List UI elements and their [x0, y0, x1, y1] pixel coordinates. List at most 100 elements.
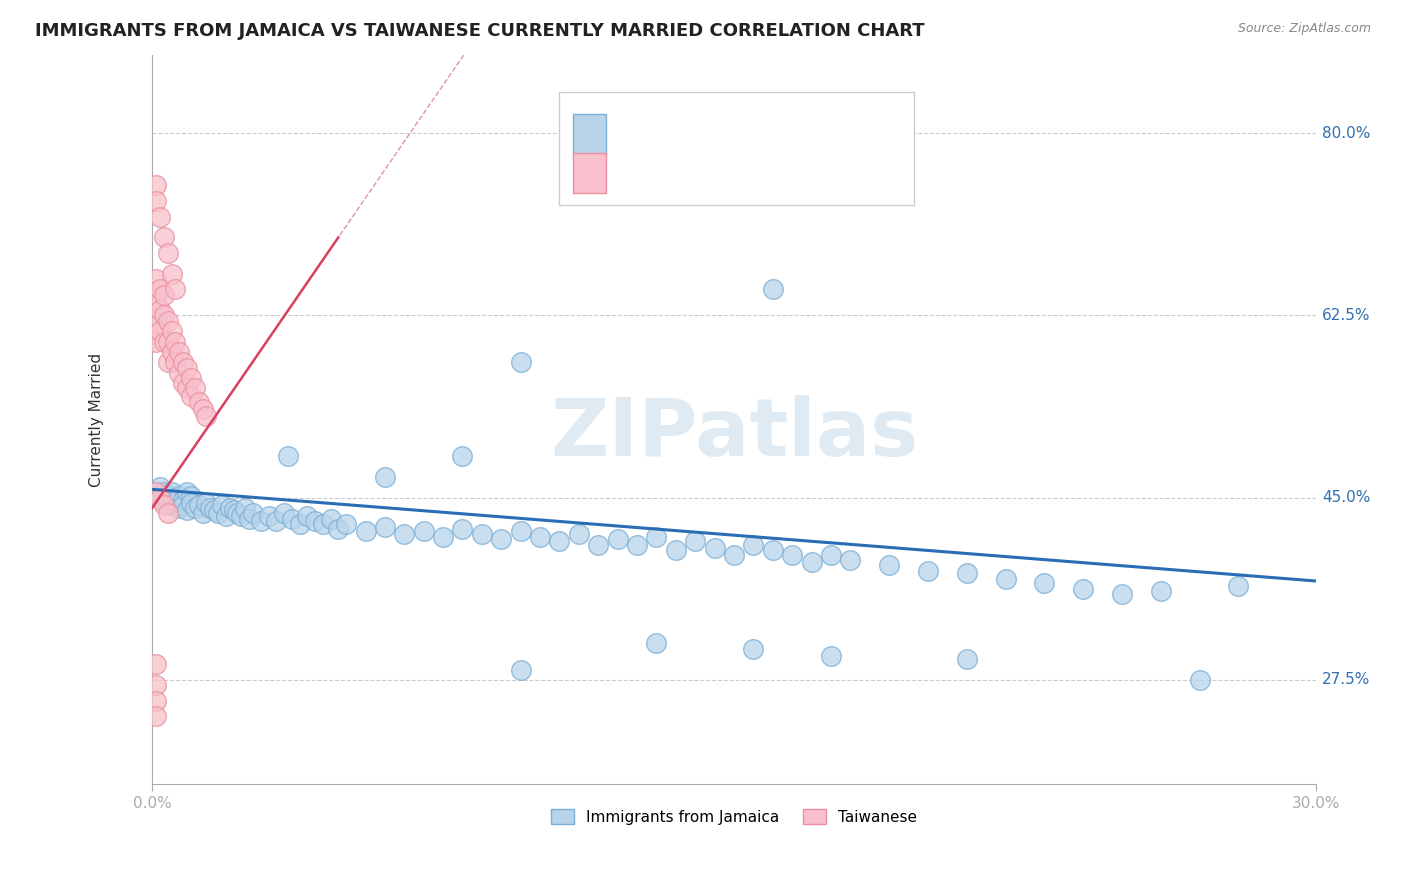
- Text: Currently Married: Currently Married: [89, 352, 104, 487]
- Point: [176, 360, 198, 375]
- Point: [354, 524, 377, 538]
- Point: [231, 509, 253, 524]
- Point: [187, 498, 209, 512]
- FancyBboxPatch shape: [574, 114, 606, 154]
- Point: [877, 558, 900, 573]
- Point: [165, 355, 187, 369]
- Point: [176, 381, 198, 395]
- Point: [156, 355, 179, 369]
- Text: 80.0%: 80.0%: [1322, 126, 1371, 141]
- Point: [176, 485, 198, 500]
- Point: [156, 334, 179, 349]
- Point: [451, 449, 474, 463]
- Point: [412, 524, 434, 538]
- Point: [994, 572, 1017, 586]
- Point: [956, 652, 979, 666]
- Point: [149, 282, 172, 296]
- Point: [703, 541, 725, 555]
- Point: [169, 501, 191, 516]
- Text: 27.5%: 27.5%: [1322, 673, 1371, 688]
- Point: [215, 509, 238, 524]
- Point: [273, 506, 295, 520]
- Point: [165, 282, 187, 296]
- Text: Source: ZipAtlas.com: Source: ZipAtlas.com: [1237, 22, 1371, 36]
- Text: R = -0.320    N = 93: R = -0.320 N = 93: [620, 127, 813, 142]
- Point: [1150, 584, 1173, 599]
- Point: [242, 506, 264, 520]
- Point: [149, 491, 172, 505]
- Point: [191, 506, 214, 520]
- Point: [297, 509, 319, 524]
- Point: [169, 489, 191, 503]
- Point: [1188, 673, 1211, 687]
- Point: [145, 272, 167, 286]
- Point: [917, 564, 939, 578]
- Point: [172, 376, 194, 391]
- Point: [335, 516, 357, 531]
- Point: [509, 355, 531, 369]
- Point: [180, 371, 202, 385]
- Point: [145, 194, 167, 208]
- Point: [160, 267, 183, 281]
- Point: [149, 480, 172, 494]
- Point: [195, 496, 218, 510]
- Point: [165, 491, 187, 505]
- Point: [191, 402, 214, 417]
- Point: [145, 678, 167, 692]
- Point: [172, 498, 194, 512]
- Point: [202, 503, 225, 517]
- Point: [548, 534, 571, 549]
- Point: [156, 506, 179, 520]
- Point: [226, 506, 249, 520]
- Point: [165, 496, 187, 510]
- Point: [145, 178, 167, 193]
- Point: [152, 287, 174, 301]
- Point: [160, 324, 183, 338]
- Point: [509, 663, 531, 677]
- Point: [156, 489, 179, 503]
- Point: [328, 522, 350, 536]
- Point: [176, 503, 198, 517]
- Point: [249, 514, 271, 528]
- Point: [160, 345, 183, 359]
- Point: [152, 485, 174, 500]
- Point: [374, 470, 396, 484]
- Point: [145, 485, 167, 500]
- Point: [956, 566, 979, 580]
- Point: [820, 548, 842, 562]
- Point: [238, 511, 260, 525]
- Point: [222, 503, 245, 517]
- Point: [568, 527, 591, 541]
- Point: [149, 303, 172, 318]
- Point: [312, 516, 335, 531]
- Point: [211, 498, 233, 512]
- Point: [160, 498, 183, 512]
- Point: [723, 548, 745, 562]
- Point: [207, 506, 229, 520]
- Point: [180, 489, 202, 503]
- Point: [820, 648, 842, 663]
- Point: [304, 514, 326, 528]
- Point: [169, 345, 191, 359]
- Text: 45.0%: 45.0%: [1322, 491, 1371, 505]
- FancyBboxPatch shape: [560, 92, 914, 204]
- Point: [184, 381, 207, 395]
- Point: [172, 492, 194, 507]
- Point: [264, 514, 287, 528]
- Point: [200, 501, 222, 516]
- Point: [762, 542, 785, 557]
- Point: [509, 524, 531, 538]
- Point: [762, 282, 785, 296]
- Point: [588, 537, 610, 551]
- Point: [1227, 579, 1250, 593]
- Point: [145, 709, 167, 723]
- Point: [160, 485, 183, 500]
- Point: [145, 485, 167, 500]
- Point: [156, 314, 179, 328]
- Point: [645, 636, 668, 650]
- Point: [149, 491, 172, 505]
- Point: [281, 511, 304, 525]
- Point: [742, 537, 765, 551]
- Point: [645, 530, 668, 544]
- Point: [172, 355, 194, 369]
